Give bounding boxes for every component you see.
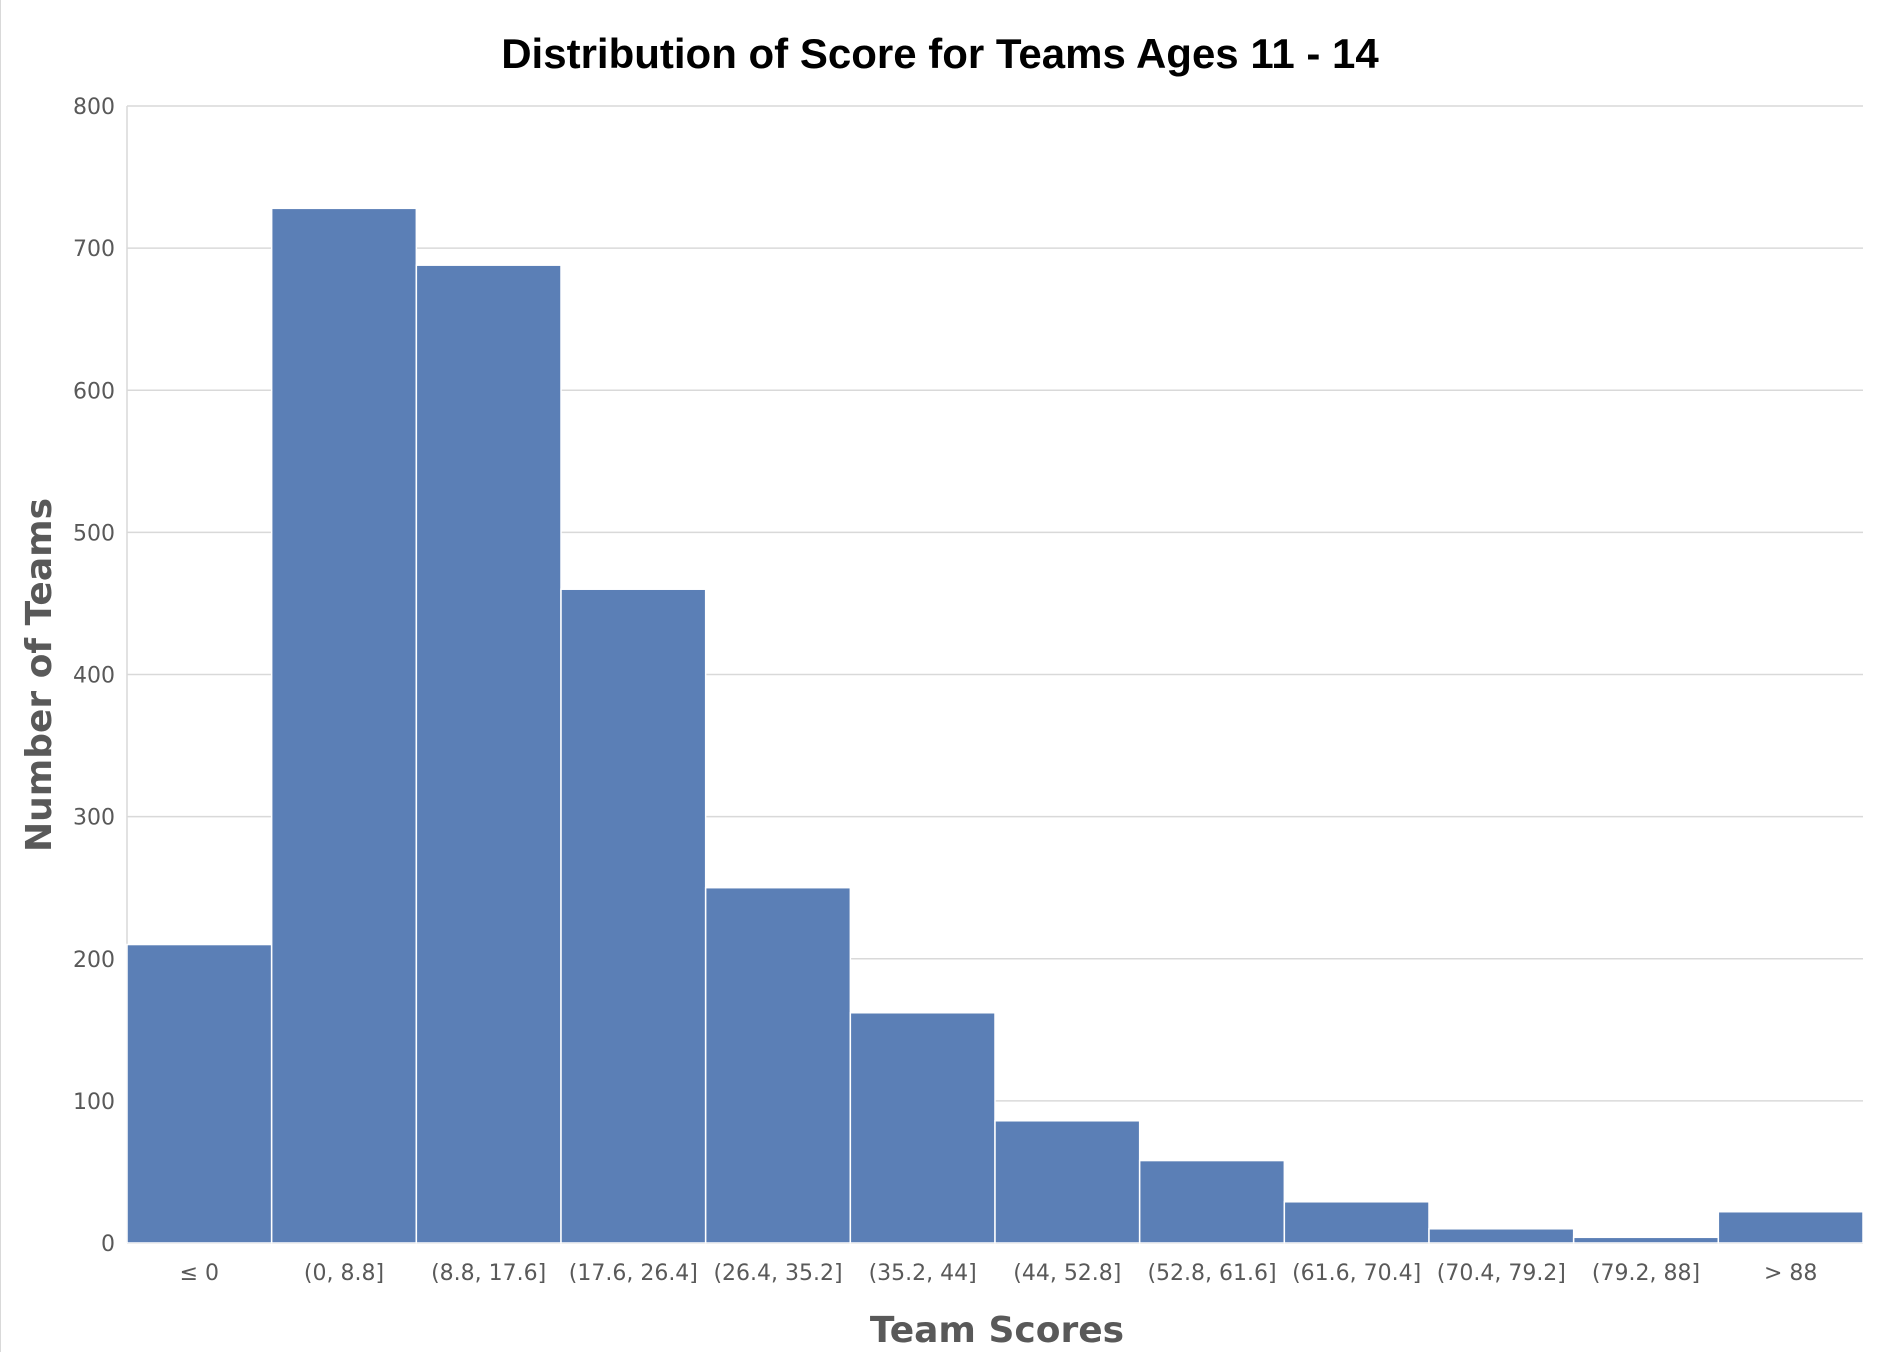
y-tick-label: 600	[73, 379, 115, 404]
histogram-bar	[415, 264, 562, 1244]
x-tick-label: > 88	[1764, 1261, 1817, 1286]
x-tick-label: ≤ 0	[180, 1261, 219, 1286]
x-tick-label: (52.8, 61.6]	[1147, 1261, 1276, 1286]
x-tick-label: (70.4, 79.2]	[1437, 1261, 1566, 1286]
x-tick-label: (26.4, 35.2]	[713, 1261, 842, 1286]
y-tick-label: 800	[73, 95, 115, 120]
y-tick-label: 300	[73, 806, 115, 831]
histogram-bar	[560, 588, 707, 1244]
histogram-bar	[270, 207, 418, 1244]
histogram-bar	[849, 1012, 996, 1244]
x-tick-label: (79.2, 88]	[1592, 1261, 1700, 1286]
y-tick-label: 100	[73, 1090, 115, 1115]
x-tick-label: (8.8, 17.6]	[431, 1261, 546, 1286]
y-tick-label: 400	[73, 664, 115, 689]
x-tick-label: (17.6, 26.4]	[569, 1261, 698, 1286]
x-axis-title: Team Scores	[870, 1310, 1124, 1351]
x-tick-label: (0, 8.8]	[304, 1261, 384, 1286]
x-tick-label: (61.6, 70.4]	[1292, 1261, 1421, 1286]
histogram-bar	[1572, 1236, 1720, 1244]
x-axis-ticks: ≤ 0 (0, 8.8] (8.8, 17.6] (17.6, 26.4] (26.4,…	[180, 1261, 1818, 1286]
y-axis-title: Number of Teams	[19, 498, 60, 852]
y-tick-label: 200	[73, 948, 115, 973]
histogram-bar	[126, 943, 273, 1244]
y-tick-label: 500	[73, 521, 115, 546]
histogram-bar	[1428, 1228, 1575, 1244]
histogram-bar	[994, 1120, 1141, 1244]
histogram-bar	[1283, 1201, 1430, 1244]
histogram-bar	[1717, 1210, 1864, 1244]
histogram-bar	[704, 886, 852, 1244]
y-tick-label: 0	[101, 1232, 115, 1257]
x-tick-label: (35.2, 44]	[869, 1261, 977, 1286]
y-tick-label: 700	[73, 237, 115, 262]
bars	[126, 207, 1864, 1244]
chart-title: Distribution of Score for Teams Ages 11 …	[501, 30, 1379, 77]
histogram-bar	[1138, 1159, 1286, 1244]
x-tick-label: (44, 52.8]	[1013, 1261, 1121, 1286]
y-axis-ticks: 0 100 200 300 400 500 600 700 800	[73, 95, 115, 1257]
